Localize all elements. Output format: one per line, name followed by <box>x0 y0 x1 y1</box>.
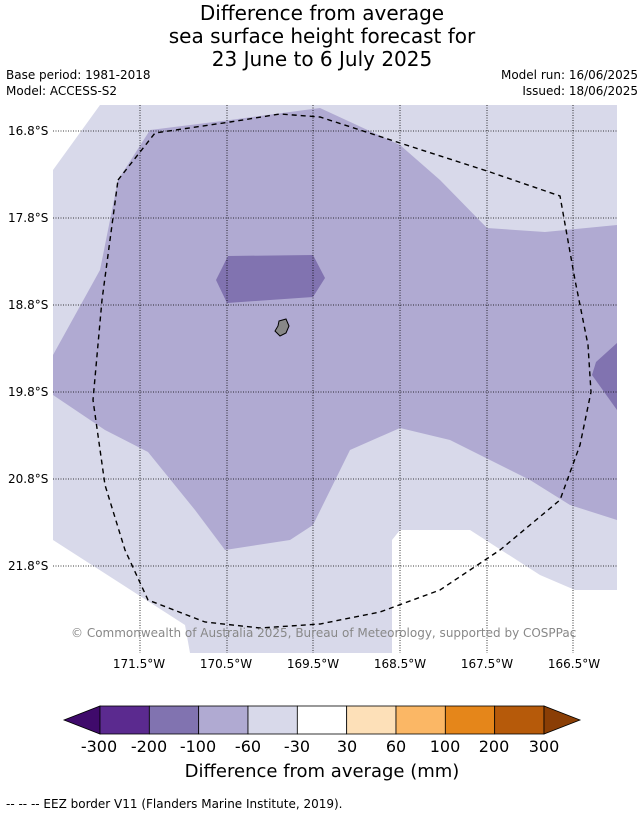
colorbar-swatch <box>99 705 150 735</box>
colorbar-swatch <box>494 705 545 735</box>
colorbar <box>62 705 582 735</box>
contour-dark-east <box>592 343 617 410</box>
lon-label-166-5w: 166.5°W <box>547 657 601 671</box>
colorbar-label-60: 60 <box>385 737 407 756</box>
niue-island <box>274 318 290 337</box>
colorbar-label-neg60: -60 <box>234 737 262 756</box>
colorbar-label-30: 30 <box>336 737 358 756</box>
colorbar-swatch <box>198 705 249 735</box>
eez-border <box>92 113 592 629</box>
lat-label-18-8s: 18.8°S <box>8 298 49 312</box>
colorbar-label-neg100: -100 <box>179 737 217 756</box>
lon-label-169-5w: 169.5°W <box>286 657 340 671</box>
meta-left: Base period: 1981-2018 Model: ACCESS-S2 <box>6 67 151 99</box>
colorbar-extend-high <box>543 705 582 735</box>
colorbar-label-100: 100 <box>429 737 461 756</box>
colorbar-swatch <box>444 705 496 735</box>
eez-legend: -- -- -- EEZ border V11 (Flanders Marine… <box>6 797 343 811</box>
lon-label-171-5w: 171.5°W <box>112 657 166 671</box>
map-title: Difference from average sea surface heig… <box>0 2 644 71</box>
contour-dark-center <box>216 255 325 303</box>
colorbar-swatch <box>296 705 348 735</box>
contour-medium <box>53 108 617 550</box>
model-name: Model: ACCESS-S2 <box>6 84 118 98</box>
colorbar-label-300: 300 <box>528 737 560 756</box>
copyright-notice: © Commonwealth of Australia 2025, Bureau… <box>71 626 577 640</box>
lat-label-20-8s: 20.8°S <box>8 472 49 486</box>
lat-label-21-8s: 21.8°S <box>8 559 49 573</box>
colorbar-label-neg200: -200 <box>130 737 168 756</box>
lat-label-17-8s: 17.8°S <box>8 211 49 225</box>
colorbar-swatch <box>148 705 200 735</box>
colorbar-label-neg300: -300 <box>80 737 118 756</box>
colorbar-title: Difference from average (mm) <box>184 761 460 782</box>
lon-label-167-5w: 167.5°W <box>460 657 514 671</box>
lat-label-19-8s: 19.8°S <box>8 385 49 399</box>
title-line-2: sea surface height forecast for <box>168 24 476 48</box>
graticule <box>53 105 617 653</box>
lon-label-168-5w: 168.5°W <box>373 657 427 671</box>
colorbar-label-200: 200 <box>478 737 510 756</box>
title-line-1: Difference from average <box>199 1 445 25</box>
meta-right: Model run: 16/06/2025 Issued: 18/06/2025 <box>501 67 638 99</box>
colorbar-swatch <box>346 705 397 735</box>
colorbar-swatch <box>247 705 298 735</box>
issued-date: Issued: 18/06/2025 <box>522 84 638 98</box>
colorbar-swatch <box>395 705 446 735</box>
lat-label-16-8s: 16.8°S <box>8 124 49 138</box>
lon-label-170-5w: 170.5°W <box>199 657 253 671</box>
title-line-3: 23 June to 6 July 2025 <box>211 47 433 71</box>
colorbar-label-neg30: -30 <box>283 737 311 756</box>
contour-white-south <box>392 530 617 653</box>
colorbar-extend-low <box>62 705 101 735</box>
base-period: Base period: 1981-2018 <box>6 68 151 82</box>
model-run: Model run: 16/06/2025 <box>500 68 638 82</box>
